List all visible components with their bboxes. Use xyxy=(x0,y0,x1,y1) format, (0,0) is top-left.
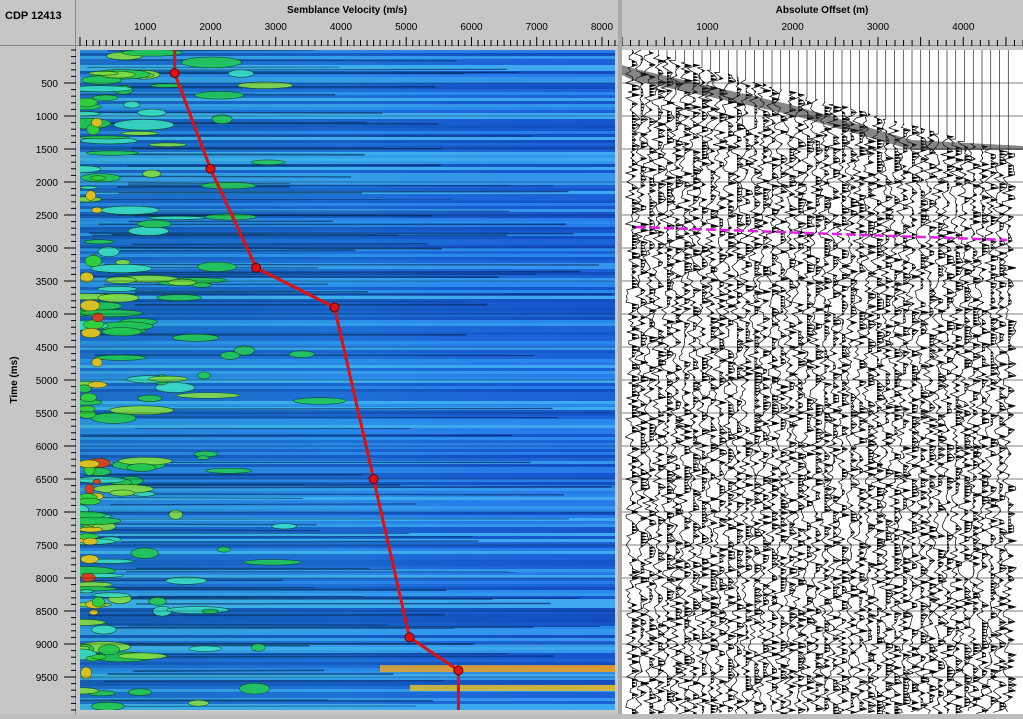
time-tick-label: 9000 xyxy=(36,640,59,651)
velocity-pick-point[interactable] xyxy=(206,164,215,173)
velocity-pick-point[interactable] xyxy=(252,263,261,272)
time-tick-label: 3500 xyxy=(36,277,59,288)
time-tick-label: 8000 xyxy=(36,574,59,585)
time-tick-label: 5500 xyxy=(36,409,59,420)
time-tick-label: 5000 xyxy=(36,376,59,387)
velocity-axis-title: Semblance Velocity (m/s) xyxy=(287,5,407,16)
time-axis-title: Time (ms) xyxy=(9,356,20,403)
velocity-pick-point[interactable] xyxy=(170,69,179,78)
time-tick-label: 6000 xyxy=(36,442,59,453)
time-tick-label: 8500 xyxy=(36,607,59,618)
time-tick-label: 3000 xyxy=(36,244,59,255)
cmp-gather-plot[interactable] xyxy=(622,50,1023,714)
velocity-tick-label: 3000 xyxy=(265,22,288,33)
velocity-axis: Semblance Velocity (m/s) 1000 2000 3000 400… xyxy=(76,0,618,46)
offset-tick-label: 1000 xyxy=(696,22,719,33)
time-tick-label: 1500 xyxy=(36,145,59,156)
offset-tick-label: 4000 xyxy=(952,22,975,33)
cdp-label: CDP 12413 xyxy=(0,0,76,46)
velocity-pick-point[interactable] xyxy=(454,666,463,675)
offset-axis-title: Absolute Offset (m) xyxy=(776,5,869,16)
velocity-tick-label: 1000 xyxy=(134,22,157,33)
velocity-tick-label: 5000 xyxy=(395,22,418,33)
time-tick-label: 1000 xyxy=(36,112,59,123)
offset-tick-label: 2000 xyxy=(782,22,805,33)
time-tick-label: 4500 xyxy=(36,343,59,354)
velocity-tick-label: 6000 xyxy=(460,22,483,33)
time-tick-label: 4000 xyxy=(36,310,59,321)
velocity-tick-label: 7000 xyxy=(526,22,549,33)
offset-axis: Absolute Offset (m) 1000 2000 3000 4000 xyxy=(622,0,1023,46)
offset-tick-label: 3000 xyxy=(867,22,890,33)
velocity-axis-header: Semblance Velocity (m/s) 1000 2000 3000 400… xyxy=(76,0,618,46)
velocity-pick-point[interactable] xyxy=(330,303,339,312)
time-tick-label: 7500 xyxy=(36,541,59,552)
time-axis: Time (ms) 500 1000 1500 2000 2500 3000 3500 400… xyxy=(0,46,76,714)
velocity-tick-label: 4000 xyxy=(330,22,353,33)
time-tick-label: 9500 xyxy=(36,673,59,684)
semblance-plot[interactable] xyxy=(80,50,615,710)
time-tick-label: 2000 xyxy=(36,178,59,189)
velocity-tick-label: 2000 xyxy=(199,22,222,33)
time-tick-label: 500 xyxy=(41,79,58,90)
velocity-pick-point[interactable] xyxy=(405,633,414,642)
velocity-pick-point[interactable] xyxy=(369,475,378,484)
time-tick-label: 7000 xyxy=(36,508,59,519)
offset-axis-header: Absolute Offset (m) 1000 2000 3000 4000 xyxy=(622,0,1023,46)
velocity-tick-label: 8000 xyxy=(591,22,614,33)
semblance-panel[interactable] xyxy=(80,50,615,710)
time-tick-label: 2500 xyxy=(36,211,59,222)
time-tick-label: 6500 xyxy=(36,475,59,486)
cmp-gather-panel[interactable] xyxy=(622,50,1023,714)
